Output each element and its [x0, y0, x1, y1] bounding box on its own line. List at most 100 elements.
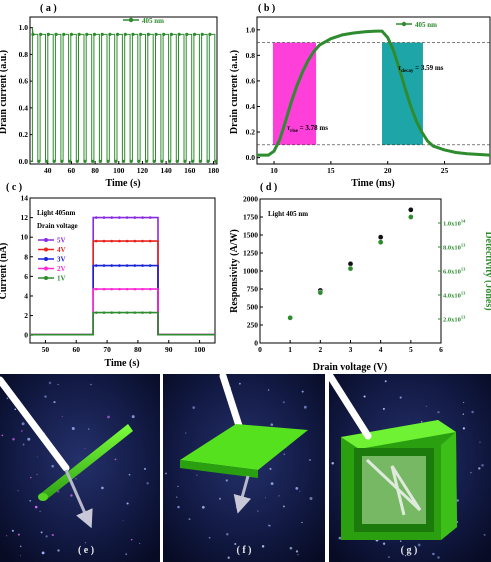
panel-b-y-tick-label: 0.8: [246, 51, 256, 60]
sparkle: [382, 407, 385, 410]
sparkle: [382, 542, 386, 545]
sparkle: [61, 415, 63, 418]
panel-b-axes: 10 15 20 25 0.0 0.2 0.4 0.6 0.8 1.0: [246, 25, 449, 175]
panel-c-annotation-voltage: Drain voltage: [37, 222, 78, 230]
panel-a-y-tick-label: 0.2: [19, 130, 29, 139]
sparkle: [40, 531, 43, 534]
panel-d-x-tick-label: 1: [288, 345, 292, 354]
panel-a-marker: [160, 159, 164, 163]
panel-a-marker: [52, 159, 56, 163]
panel-a-marker: [131, 32, 135, 36]
panel-d-responsivity-detectivity: ( d ) 0 1 2 3 4 5 6 0 250 500 750 1000 1250 1500 1750 2…: [229, 182, 491, 373]
panel-a-marker: [175, 159, 179, 163]
panel-c-label: ( c ): [6, 182, 22, 193]
panel-a-marker: [146, 32, 150, 36]
panel-a-marker: [67, 159, 72, 163]
panel-c-x-tick-label: 100: [194, 345, 206, 354]
panel-a-marker: [192, 32, 197, 36]
sparkle: [188, 518, 191, 521]
panel-b-y-tick-label: 0.0: [246, 153, 256, 162]
panel-b-rise-decay: ( b ) 10 15 20 250.00.20.40.60.81.0 405 nm …: [229, 3, 491, 189]
panel-a-marker: [60, 159, 64, 163]
panel-c-x-tick-label: 50: [42, 345, 50, 354]
sparkle: [309, 497, 313, 500]
sparkle: [257, 510, 259, 512]
panel-d-y-tick-label: 1500: [243, 231, 258, 240]
panel-c-legend-label: 4V: [57, 246, 66, 254]
panel-d-point-detectivity: [347, 265, 354, 272]
panel-c-marker: [133, 216, 137, 219]
illustration-e-light-beam: [0, 376, 70, 472]
panel-d-y-axis-title: Responsivity (A/W): [229, 229, 240, 313]
illustration-g-tube-top: [341, 420, 456, 449]
panel-a-marker: [123, 32, 127, 36]
sparkle: [48, 381, 52, 385]
panel-b-y-axis-title: Drain current (a.u.): [229, 50, 240, 134]
panel-d-y2-tick-label: 6.0x1013: [443, 267, 466, 276]
panel-c-marker: [102, 216, 106, 219]
sparkle: [39, 510, 41, 512]
panel-c-marker: [102, 239, 106, 243]
panel-c-marker: [141, 264, 144, 267]
panel-c-current-vs-voltage: ( c ) 50 60 70 80 90 100 0 2 4 6 8 10 12 14 Light 405…: [0, 182, 216, 369]
panel-c-y-tick-label: 0: [24, 331, 28, 340]
sparkle: [44, 395, 47, 398]
panel-d-y2-tick-label: 8.0x1013: [443, 243, 466, 252]
sparkle: [470, 471, 472, 474]
panel-a-x-tick-label: 180: [208, 166, 220, 175]
sparkle: [404, 554, 407, 557]
panel-a-x-tick-label: 160: [184, 166, 196, 175]
panel-c-y-axis-title: Current (nA): [0, 243, 9, 300]
sparkle: [478, 467, 481, 470]
sparkle: [234, 542, 237, 546]
sparkle: [130, 538, 133, 541]
sparkle: [208, 536, 211, 539]
panel-d-x-tick-label: 2: [318, 345, 322, 354]
sparkle: [338, 536, 342, 540]
panel-a-marker: [75, 159, 79, 163]
panel-b-plot-frame: [256, 16, 491, 165]
panel-c-series-1V: [30, 311, 215, 336]
panel-a-marker: [139, 32, 143, 36]
panel-d-y-tick-label: 0: [254, 339, 258, 348]
panel-a-marker: [129, 159, 133, 163]
panel-c-marker: [110, 239, 114, 243]
panel-a-marker: [114, 159, 118, 163]
illustration-g-tube-side: [441, 432, 457, 540]
sparkle: [107, 415, 110, 419]
sparkle: [17, 490, 19, 492]
panel-a-y-tick-label: 0.6: [19, 77, 29, 86]
panel-a-marker: [144, 159, 149, 163]
panel-c-marker: [118, 264, 121, 267]
sparkle: [432, 552, 435, 556]
panel-d-y-tick-label: 750: [247, 285, 259, 294]
panel-a-marker: [108, 32, 112, 36]
sparkle: [185, 432, 187, 434]
sparkle: [269, 467, 272, 470]
illustration-g-light-beam: [326, 372, 372, 440]
sparkle: [22, 443, 25, 446]
panel-c-annotation-light: Light 405nm: [37, 209, 75, 217]
illustration-e-nanowire: ( e ): [0, 374, 160, 562]
sparkle: [57, 383, 59, 386]
panel-a-transient-response: ( a ) 40 60 80 100 120 140 160 180 0.0 0.2 0.4 0.6 0…: [0, 3, 219, 189]
sparkle: [399, 540, 402, 542]
panel-a-legend-marker: [128, 17, 134, 23]
panel-c-marker: [148, 264, 152, 267]
sparkle: [27, 437, 31, 441]
illustration-f-transmitted-arrow: [233, 475, 252, 514]
panel-a-marker: [46, 32, 50, 36]
panel-c-y-tick-label: 4: [24, 291, 28, 300]
panel-c-axes: 50 60 70 80 90 100 0 2 4 6 8 10 12 14: [21, 194, 206, 355]
panel-a-marker: [31, 32, 35, 36]
panel-a-x-tick-label: 120: [137, 166, 149, 175]
panel-a-marker: [121, 159, 125, 163]
sparkle: [309, 459, 311, 461]
panel-b-decay-band: [382, 42, 423, 145]
sparkle: [11, 529, 14, 532]
panel-d-y-tick-label: 1000: [243, 267, 258, 276]
panel-a-marker: [154, 32, 158, 36]
panel-b-threshold-lines: [257, 42, 490, 146]
sparkle: [177, 505, 180, 509]
